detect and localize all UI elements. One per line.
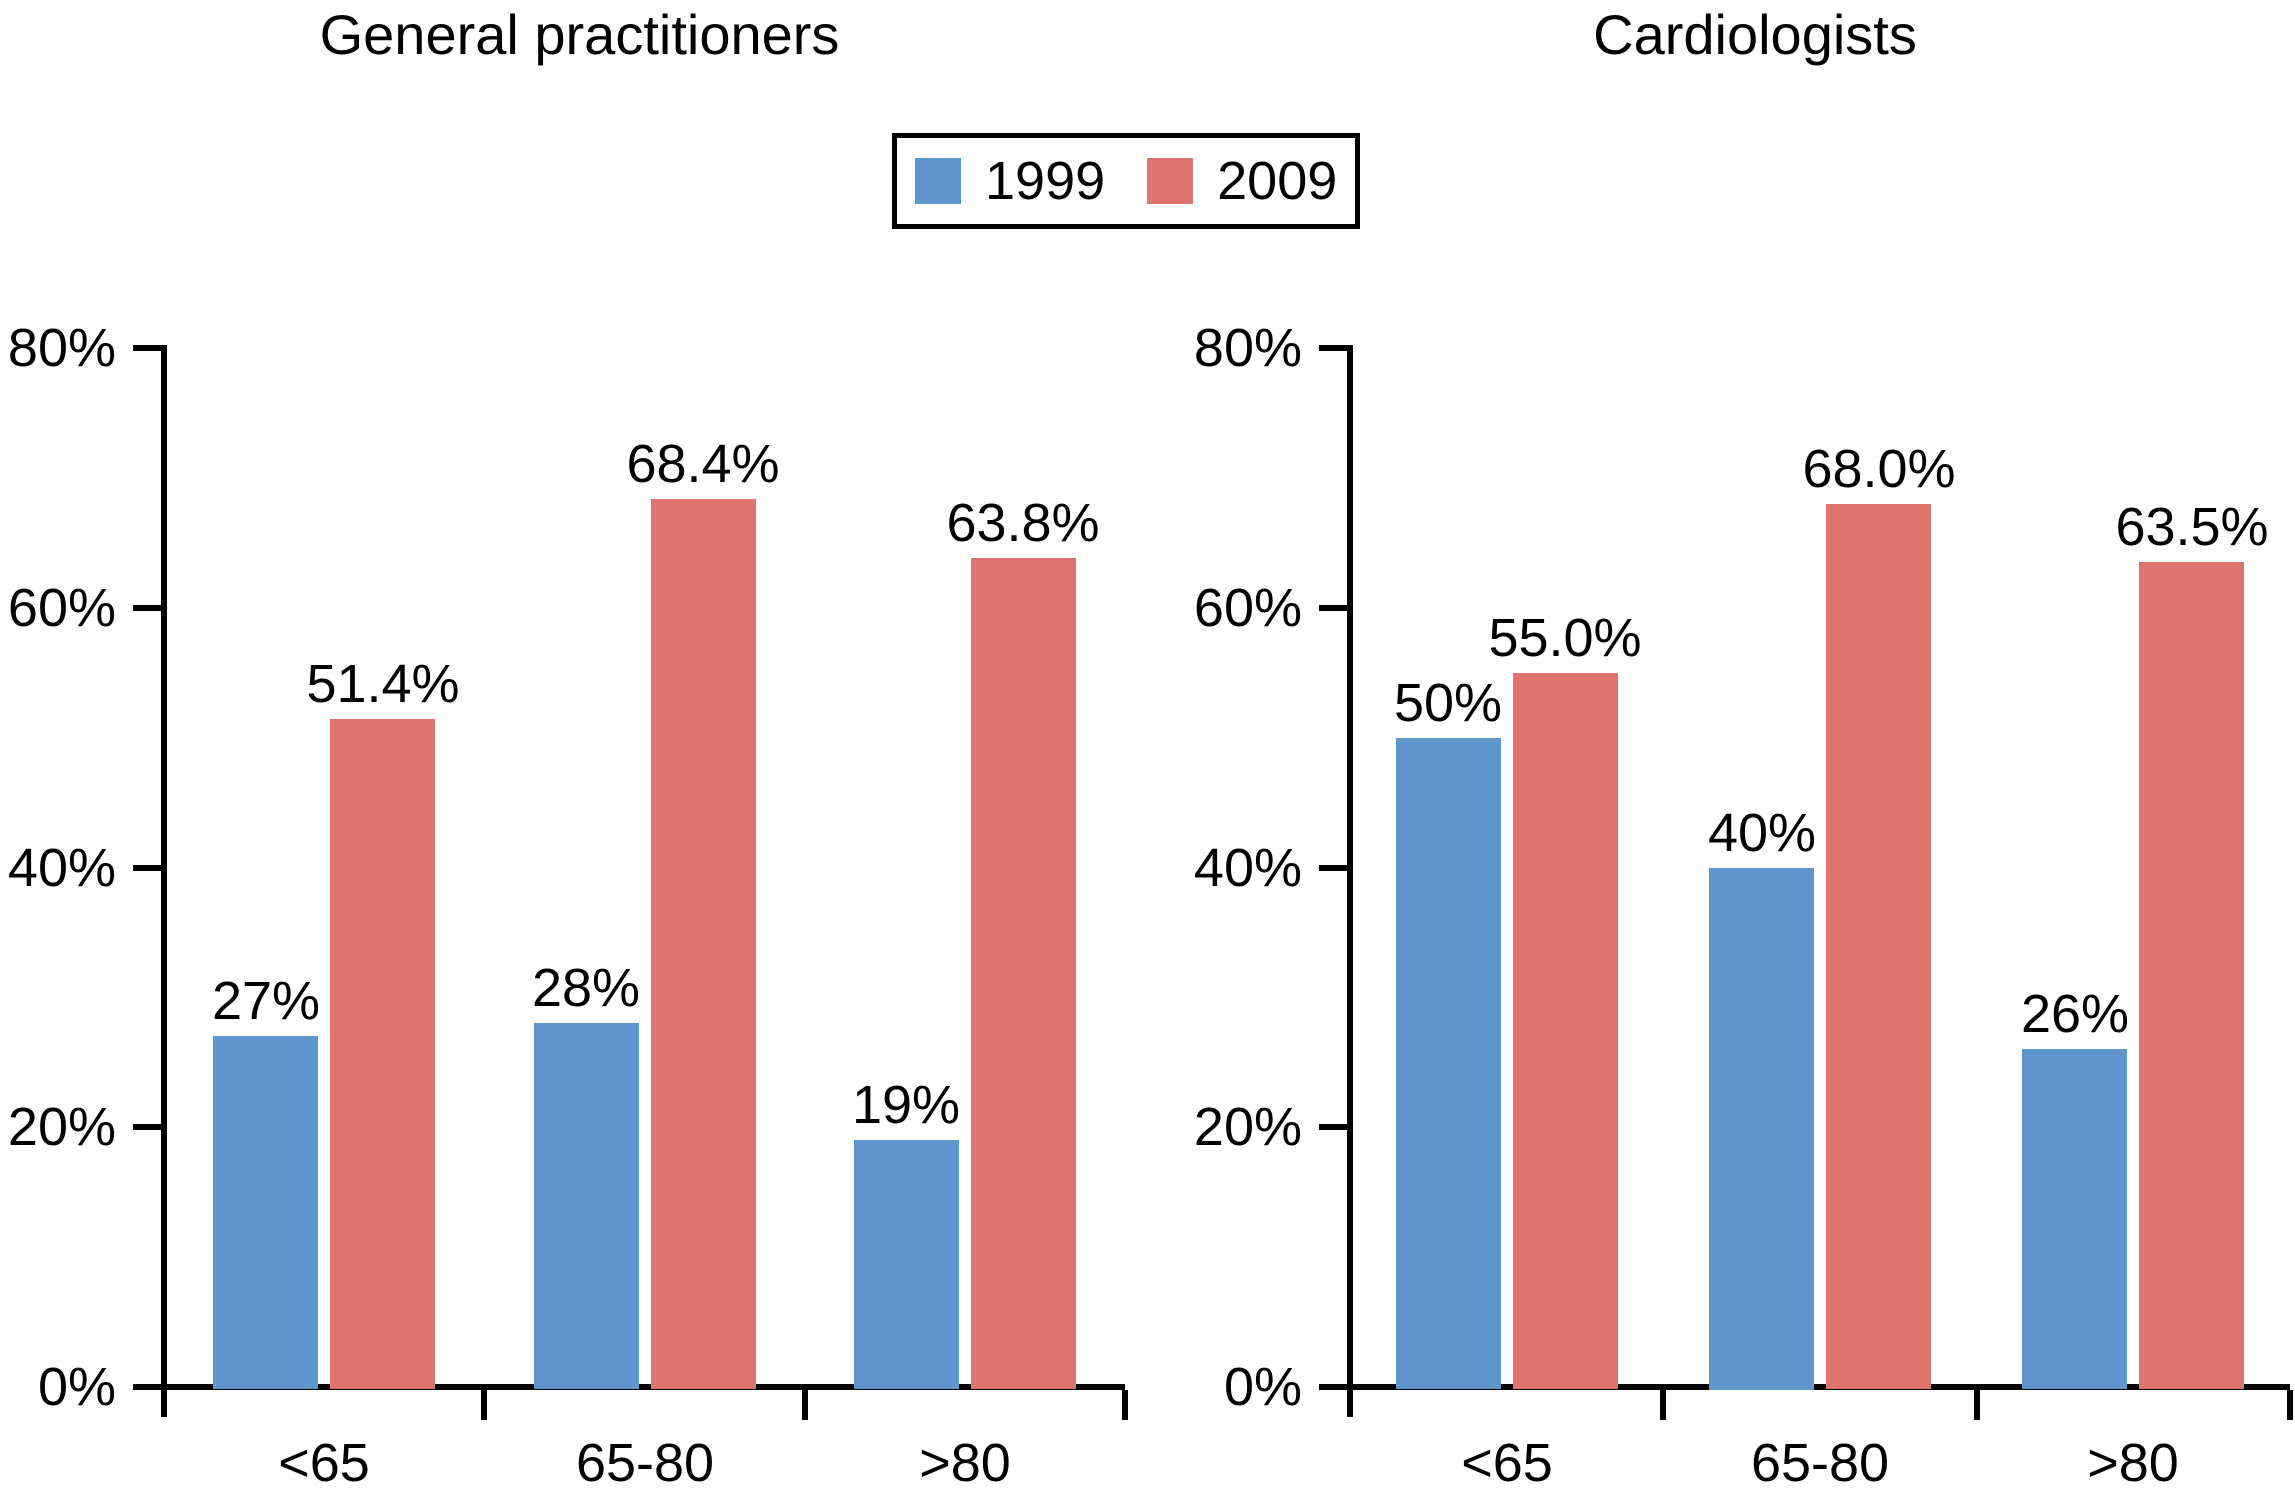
x-axis-tick <box>481 1390 487 1420</box>
bar-value-label: 26% <box>2020 984 2130 1044</box>
x-axis-tick <box>2287 1390 2293 1420</box>
y-tick-label: 40% <box>1193 838 1302 898</box>
legend: 1999 2009 <box>892 133 1361 229</box>
y-axis-line <box>1347 345 1353 1417</box>
x-category-label: 65-80 <box>575 1433 715 1493</box>
y-tick-label: 80% <box>1193 318 1302 378</box>
bar-1999-group1 <box>1396 738 1501 1389</box>
bar-value-label: 40% <box>1707 803 1817 863</box>
y-axis-tick <box>133 345 161 351</box>
bar-value-label: 19% <box>851 1075 961 1135</box>
y-tick-label: 0% <box>37 1357 116 1417</box>
bar-2009-group2 <box>651 499 756 1389</box>
bar-2009-group2 <box>1826 504 1931 1389</box>
x-axis-tick <box>1660 1390 1666 1420</box>
y-axis-line <box>161 345 167 1417</box>
legend-item: 1999 <box>915 154 1105 208</box>
y-axis-tick <box>133 605 161 611</box>
y-tick-label: 20% <box>1193 1097 1302 1157</box>
x-category-label: 65-80 <box>1750 1433 1890 1493</box>
chart-title-general-practitioners: General practitioners <box>319 3 840 66</box>
bar-1999-group3 <box>2022 1049 2127 1389</box>
legend-label: 2009 <box>1217 151 1338 211</box>
bar-value-label: 68.4% <box>626 434 780 494</box>
bar-value-label: 51.4% <box>306 654 460 714</box>
x-category-label: <65 <box>278 1433 370 1493</box>
bar-value-label: 50% <box>1393 673 1503 733</box>
y-axis-tick <box>133 865 161 871</box>
legend-swatch-2009 <box>1147 158 1194 204</box>
x-category-label: <65 <box>1461 1433 1553 1493</box>
bar-2009-group3 <box>2139 562 2244 1389</box>
legend-swatch-1999 <box>915 158 961 204</box>
bar-value-label: 68.0% <box>1802 439 1956 499</box>
x-category-label: >80 <box>919 1433 1011 1493</box>
y-axis-tick <box>1319 605 1347 611</box>
legend-label: 1999 <box>985 151 1106 211</box>
bar-value-label: 55.0% <box>1488 608 1642 668</box>
x-category-label: >80 <box>2087 1433 2179 1493</box>
x-axis-tick <box>802 1390 808 1420</box>
y-axis-tick <box>1319 865 1347 871</box>
y-axis-tick <box>133 1124 161 1130</box>
bar-2009-group3 <box>971 558 1076 1389</box>
bar-value-label: 27% <box>211 971 321 1031</box>
bar-2009-group1 <box>1513 673 1618 1389</box>
bar-1999-group2 <box>534 1023 639 1389</box>
y-axis-tick <box>1319 345 1347 351</box>
bar-1999-group1 <box>213 1036 318 1389</box>
chart-title-cardiologists: Cardiologists <box>1593 3 1917 66</box>
bar-value-label: 28% <box>531 958 641 1018</box>
bar-1999-group3 <box>854 1140 959 1389</box>
y-tick-label: 40% <box>7 838 116 898</box>
bar-2009-group1 <box>330 719 435 1389</box>
x-axis-tick <box>1122 1390 1128 1420</box>
x-axis-tick <box>1974 1390 1980 1420</box>
legend-item: 2009 <box>1147 154 1337 208</box>
y-tick-label: 0% <box>1223 1357 1302 1417</box>
bar-value-label: 63.5% <box>2115 497 2269 557</box>
y-tick-label: 80% <box>7 318 116 378</box>
y-tick-label: 60% <box>7 578 116 638</box>
y-axis-tick <box>1319 1124 1347 1130</box>
y-tick-label: 60% <box>1193 578 1302 638</box>
bar-1999-group2 <box>1709 868 1814 1390</box>
bar-value-label: 63.8% <box>946 493 1100 553</box>
y-tick-label: 20% <box>7 1097 116 1157</box>
